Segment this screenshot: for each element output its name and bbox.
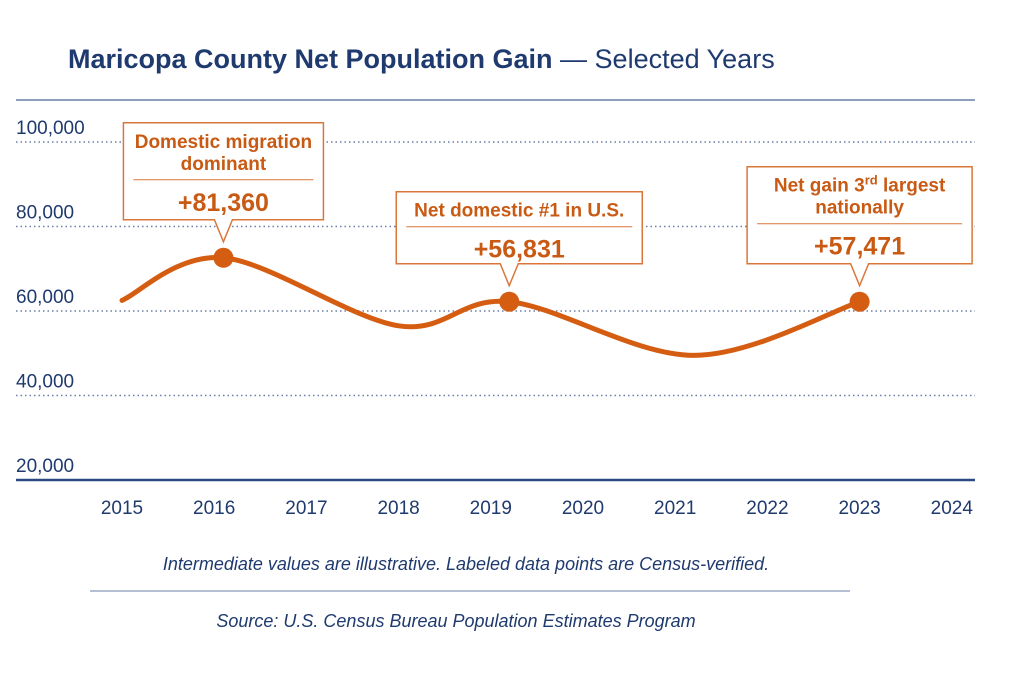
data-point-marker [213,247,234,268]
x-tick-label: 2016 [193,498,235,519]
chart-note: Intermediate values are illustrative. La… [163,554,769,574]
callout-label: Domestic migration [135,132,312,153]
callout-label: Net domestic #1 in U.S. [414,201,624,222]
y-tick-label: 40,000 [16,372,74,393]
x-tick-label: 2018 [377,498,419,519]
x-tick-label: 2015 [101,498,143,519]
callout-value: +57,471 [814,233,905,261]
callout-label: Net gain 3rd largest [774,173,946,197]
data-point-marker [499,291,520,312]
x-tick-label: 2019 [470,498,512,519]
x-tick-label: 2023 [838,498,880,519]
callout-value: +81,360 [178,189,269,217]
y-tick-label: 20,000 [16,456,74,477]
chart-source: Source: U.S. Census Bureau Population Es… [216,611,695,631]
callout-value: +56,831 [474,236,565,264]
x-tick-label: 2022 [746,498,788,519]
chart-title: Maricopa County Net Population Gain — Se… [68,44,775,74]
callout-label-line2: dominant [181,154,267,175]
series-line [119,255,863,358]
callout-box [122,122,325,244]
y-tick-label: 100,000 [16,118,85,139]
x-tick-label: 2021 [654,498,696,519]
x-tick-label: 2020 [562,498,604,519]
title-sub: — Selected Years [560,44,775,74]
title-main: Maricopa County Net Population Gain [68,44,553,74]
x-tick-label: 2017 [285,498,327,519]
y-tick-label: 60,000 [16,287,74,308]
callout-box [746,165,973,288]
data-point-marker [849,291,870,312]
callout-box [395,190,643,288]
x-tick-label: 2024 [931,498,974,519]
annotation-callout: Net domestic #1 in U.S. +56,831 [395,190,643,288]
callout-label-line2: nationally [815,198,904,219]
y-tick-label: 80,000 [16,203,74,224]
